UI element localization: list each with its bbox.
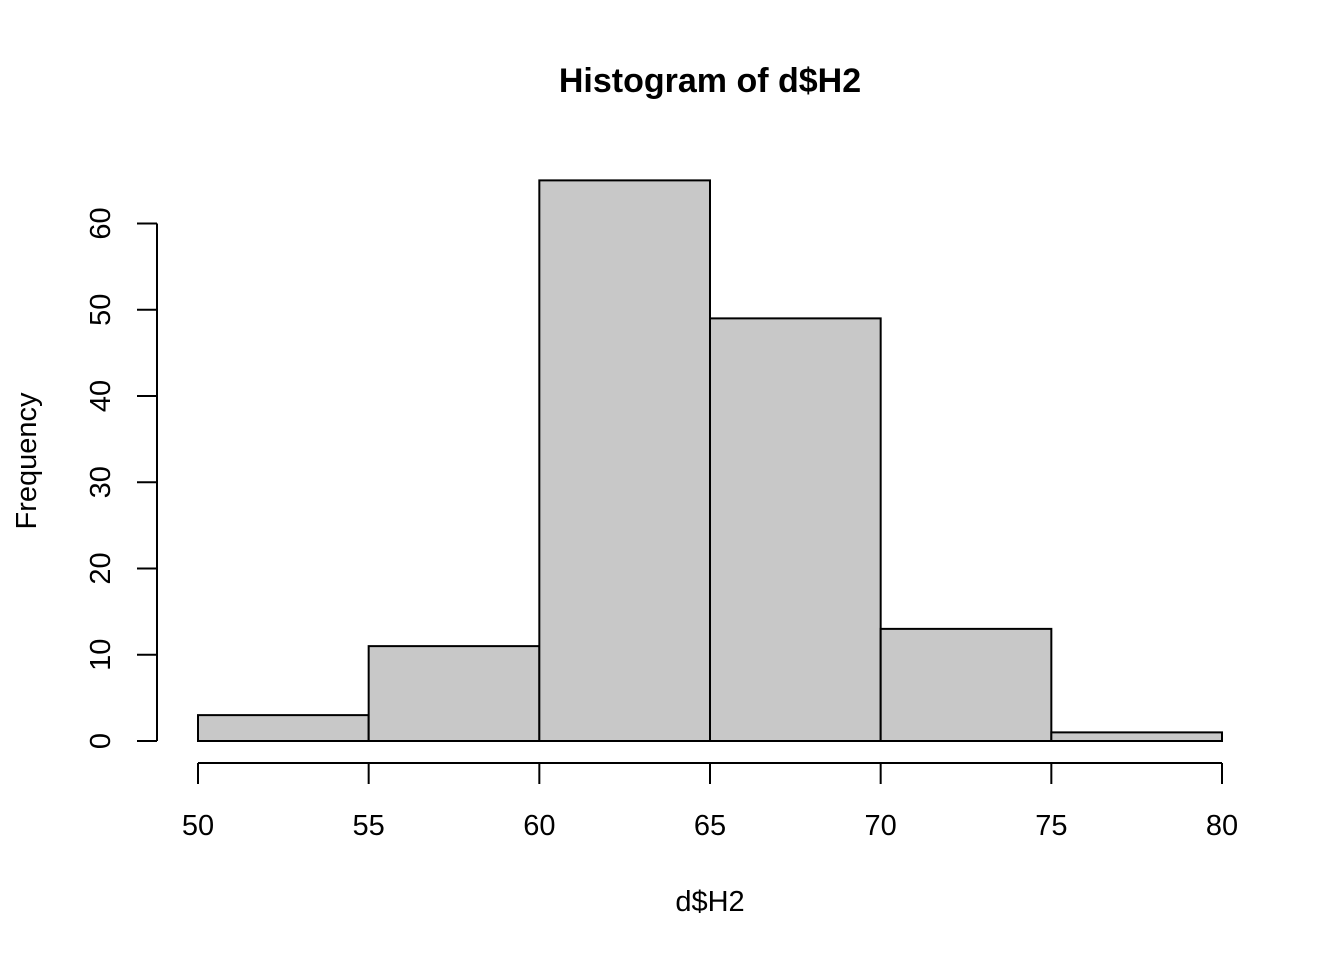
y-axis: 0 10 20 30 40 50 60 [85,207,158,749]
x-axis: 50 55 60 65 70 75 80 [182,762,1238,842]
histogram-bar [879,627,1053,742]
x-tick-label: 70 [865,810,897,842]
chart-title: Histogram of d$H2 [559,62,861,100]
y-tick-label: 20 [85,552,117,584]
bars-layer [197,179,1224,742]
x-tick-label: 75 [1035,810,1067,842]
histogram-bar [1050,731,1224,742]
x-tick-label: 55 [353,810,385,842]
y-tick-label: 50 [85,294,117,326]
histogram-bar [367,645,541,742]
x-tick-label: 60 [523,810,555,842]
y-tick-label: 0 [85,733,117,749]
histogram-bar [197,714,370,742]
histogram-bar [538,179,711,742]
x-tick-label: 80 [1206,810,1238,842]
x-tick-label: 65 [694,810,726,842]
y-tick-label: 30 [85,466,117,498]
y-tick-label: 40 [85,380,117,412]
y-tick-label: 10 [85,639,117,671]
y-tick-label: 60 [85,207,117,239]
x-axis-label: d$H2 [675,886,744,918]
y-axis-label: Frequency [11,392,43,530]
histogram-bar [709,317,882,742]
x-tick-label: 50 [182,810,214,842]
